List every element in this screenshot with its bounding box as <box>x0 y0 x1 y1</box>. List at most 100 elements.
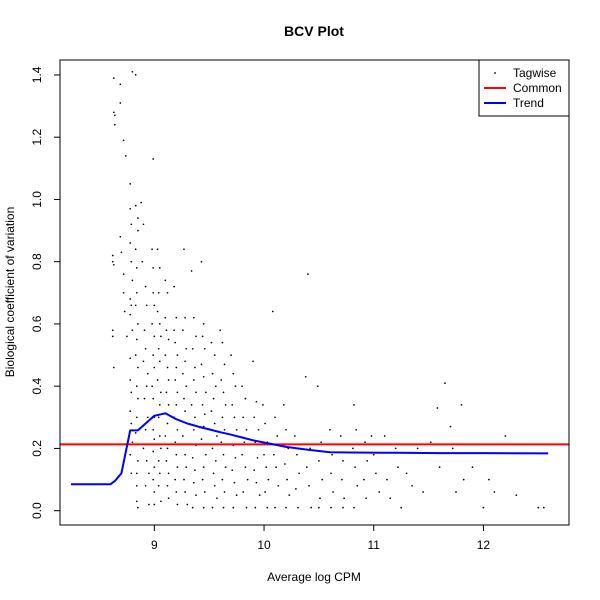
tagwise-point <box>366 460 369 462</box>
tagwise-point <box>266 506 269 509</box>
tagwise-point <box>364 441 366 444</box>
tagwise-point <box>131 70 134 73</box>
tagwise-point <box>190 270 193 272</box>
tagwise-point <box>142 223 145 226</box>
tagwise-point <box>129 183 132 185</box>
tagwise-point <box>158 435 161 437</box>
tagwise-point <box>112 366 115 369</box>
tagwise-point <box>145 385 148 388</box>
tagwise-point <box>112 77 115 79</box>
tagwise-point <box>174 441 177 444</box>
tagwise-point <box>422 491 424 493</box>
tagwise-point <box>274 506 276 509</box>
tagwise-point <box>213 422 216 425</box>
tagwise-point <box>173 285 175 288</box>
tagwise-point <box>222 391 225 394</box>
tagwise-point <box>342 506 344 509</box>
tagwise-point <box>288 494 291 496</box>
tagwise-point <box>257 428 260 431</box>
tagwise-point <box>285 428 287 431</box>
tagwise-point <box>134 248 137 251</box>
tagwise-point <box>298 472 300 475</box>
tagwise-point <box>234 456 237 459</box>
tagwise-point <box>231 469 234 472</box>
tagwise-point <box>195 494 197 496</box>
tagwise-point <box>449 425 452 428</box>
tagwise-point <box>156 310 159 313</box>
y-tick-label: 0.2 <box>30 440 44 457</box>
tagwise-point <box>129 207 132 210</box>
tagwise-point <box>275 466 277 468</box>
tagwise-point <box>223 428 226 431</box>
tagwise-point <box>135 291 138 294</box>
tagwise-point <box>158 472 161 475</box>
tagwise-point <box>211 447 214 450</box>
tagwise-point <box>216 435 218 437</box>
tagwise-point <box>282 404 285 406</box>
tagwise-point <box>183 248 185 251</box>
tagwise-point <box>119 102 122 104</box>
y-tick-label: 1.4 <box>30 66 44 83</box>
tagwise-point <box>131 279 134 282</box>
tagwise-point <box>202 506 205 509</box>
tagwise-point <box>195 335 197 338</box>
tagwise-point <box>113 114 116 117</box>
tagwise-point <box>134 204 137 207</box>
tagwise-point <box>309 447 311 450</box>
tagwise-point <box>130 391 133 394</box>
tagwise-point <box>191 506 194 509</box>
tagwise-point <box>175 491 178 493</box>
tagwise-point <box>176 503 179 506</box>
tagwise-point <box>383 435 386 437</box>
tagwise-point <box>137 217 139 219</box>
tagwise-point <box>129 379 132 381</box>
tagwise-point <box>542 506 545 509</box>
tagwise-point <box>341 478 343 481</box>
tagwise-point <box>194 366 196 369</box>
tagwise-point <box>137 397 139 400</box>
tagwise-point <box>137 506 139 509</box>
tagwise-point <box>160 447 162 450</box>
y-tick-label: 1.2 <box>30 129 44 146</box>
tagwise-point <box>451 447 454 450</box>
tagwise-point <box>122 139 125 142</box>
tagwise-point <box>153 466 156 468</box>
tagwise-point <box>482 506 485 509</box>
tagwise-point <box>372 453 375 456</box>
tagwise-point <box>135 338 138 341</box>
tagwise-point <box>135 484 138 487</box>
tagwise-point <box>203 413 206 416</box>
tagwise-point <box>183 478 185 481</box>
tagwise-point <box>153 304 156 307</box>
tagwise-point <box>191 347 194 350</box>
tagwise-point <box>184 453 186 456</box>
tagwise-point <box>264 491 266 493</box>
tagwise-point <box>184 410 186 412</box>
tagwise-point <box>253 469 256 472</box>
tagwise-point <box>397 466 399 468</box>
tagwise-point <box>182 329 184 332</box>
tagwise-point <box>131 329 134 332</box>
tagwise-point <box>537 506 540 509</box>
tagwise-point <box>271 310 274 313</box>
tagwise-point <box>318 460 320 462</box>
tagwise-point <box>141 260 144 263</box>
tagwise-point <box>185 347 188 350</box>
tagwise-point <box>339 435 342 437</box>
tagwise-point <box>296 453 298 456</box>
tagwise-point <box>143 397 146 400</box>
tagwise-point <box>190 404 193 406</box>
tagwise-point <box>176 391 179 394</box>
tagwise-point <box>515 494 518 496</box>
tagwise-point <box>262 404 264 406</box>
y-tick-label: 1.0 <box>30 191 44 208</box>
tagwise-point <box>166 422 169 425</box>
tagwise-point <box>123 310 126 313</box>
tagwise-point <box>429 441 432 444</box>
tagwise-point <box>137 323 139 325</box>
tagwise-point <box>222 453 225 456</box>
tagwise-point <box>112 111 115 114</box>
tagwise-point <box>233 481 236 484</box>
tagwise-point <box>111 254 114 257</box>
tagwise-point <box>174 341 177 344</box>
